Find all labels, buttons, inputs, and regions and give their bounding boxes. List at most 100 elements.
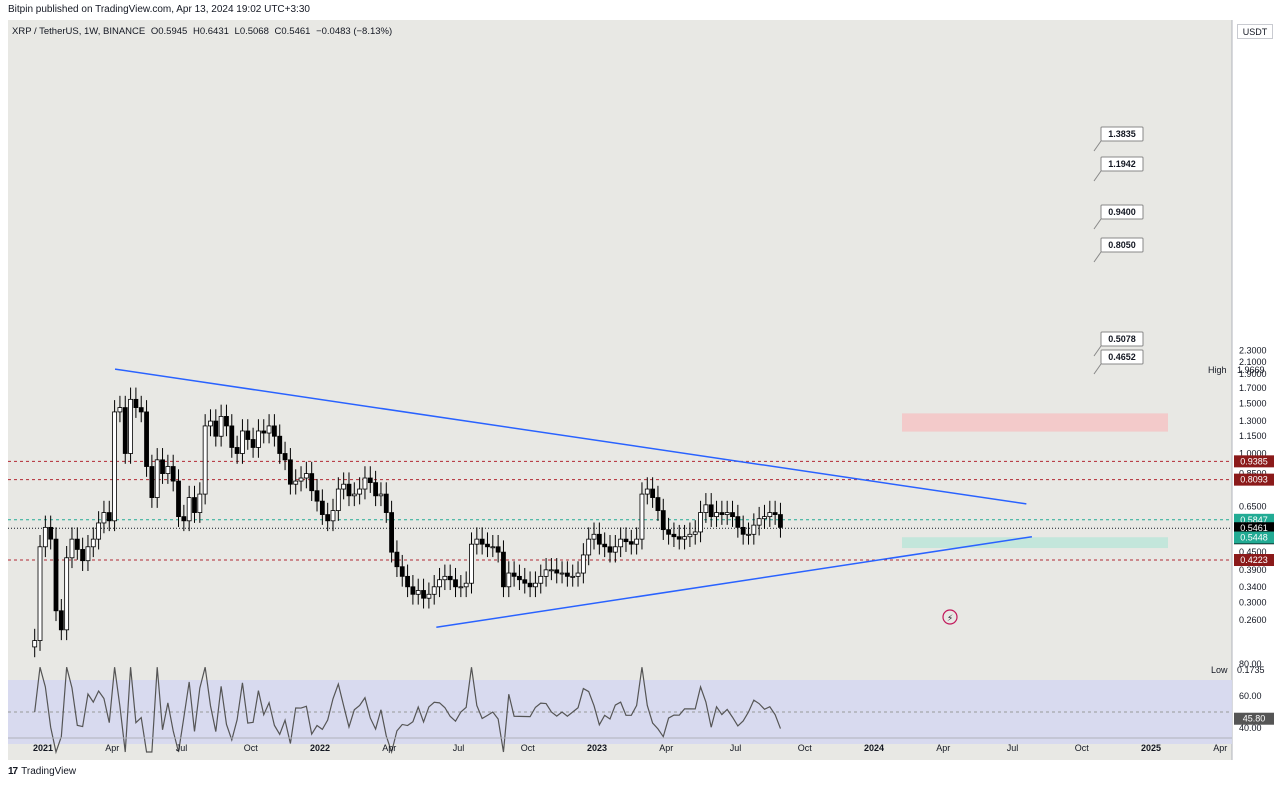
candle-body xyxy=(772,512,778,515)
callout-value: 1.3835 xyxy=(1108,129,1136,139)
symbol-name: XRP / TetherUS, 1W, BINANCE xyxy=(12,26,146,37)
time-tick-label: Apr xyxy=(1213,743,1227,753)
time-tick-label: Jul xyxy=(453,743,465,753)
time-tick-label: Oct xyxy=(244,743,259,753)
candle-body xyxy=(112,411,117,522)
time-tick-label: Apr xyxy=(936,743,950,753)
candle-body xyxy=(287,459,293,485)
time-tick-label: Jul xyxy=(730,743,742,753)
time-tick-label: 2024 xyxy=(864,743,884,753)
callout-pointer xyxy=(1093,218,1102,230)
candle-body xyxy=(186,497,192,522)
callout-value: 0.5078 xyxy=(1108,334,1136,344)
candle-body xyxy=(160,459,165,474)
candle-body xyxy=(538,575,544,584)
lower-trendline xyxy=(436,535,1033,629)
candle-body xyxy=(144,411,149,467)
candle-body xyxy=(501,551,506,588)
candle-body xyxy=(533,582,538,588)
high-value: 1.9669 xyxy=(1237,365,1265,375)
candle-body xyxy=(735,516,741,528)
candle-body xyxy=(778,514,783,528)
candle-body xyxy=(383,493,389,513)
callout-value: 0.4652 xyxy=(1108,352,1136,362)
candle-body xyxy=(511,572,517,577)
candle-body xyxy=(623,538,629,543)
candle-body xyxy=(197,493,203,513)
price-tag-value: 0.4223 xyxy=(1240,555,1268,565)
candle-body xyxy=(149,466,155,498)
candle-body xyxy=(676,536,682,540)
candle-body xyxy=(80,549,86,562)
rsi-tick-label: 80.00 xyxy=(1239,659,1262,669)
candle-body xyxy=(314,490,320,502)
candle-body xyxy=(431,586,437,595)
candle-body xyxy=(367,477,373,484)
candle-body xyxy=(650,488,656,498)
time-tick-label: Apr xyxy=(105,743,119,753)
candle-body xyxy=(170,466,176,482)
candle-body xyxy=(42,526,48,548)
candle-body xyxy=(261,430,267,434)
candle-body xyxy=(234,447,240,454)
time-tick-label: 2025 xyxy=(1141,743,1161,753)
candle-body xyxy=(490,546,496,549)
ohlc-low: L0.5068 xyxy=(234,26,269,37)
candle-body xyxy=(437,579,442,588)
rsi-line xyxy=(34,667,782,755)
high-label: High xyxy=(1208,365,1227,375)
candle-body xyxy=(208,420,213,427)
candle-body xyxy=(117,407,123,413)
candle-body xyxy=(325,514,331,522)
candle-body xyxy=(421,590,426,599)
candle-body xyxy=(341,483,347,490)
rsi-value-tag xyxy=(1234,712,1274,725)
candle-body xyxy=(335,488,341,511)
candle-body xyxy=(628,541,634,545)
time-tick-label: 2022 xyxy=(310,743,330,753)
currency-selector[interactable]: USDT xyxy=(1237,24,1273,39)
rsi-value: 45.80 xyxy=(1243,714,1266,724)
tradingview-logo-icon: 17 xyxy=(8,766,18,777)
callout-value: 1.1942 xyxy=(1108,159,1136,169)
candle-body xyxy=(575,572,581,577)
candle-body xyxy=(618,538,624,548)
candle-body xyxy=(373,482,379,497)
candle-body xyxy=(692,531,698,535)
candle-body xyxy=(277,435,283,454)
candle-body xyxy=(660,510,666,531)
candle-body xyxy=(250,439,256,448)
candle-body xyxy=(666,529,671,535)
candle-body xyxy=(202,425,208,495)
chart-area[interactable] xyxy=(8,20,1232,760)
candle-body xyxy=(442,575,448,581)
candle-body xyxy=(570,575,576,578)
candle-body xyxy=(213,420,219,437)
candle-body xyxy=(644,488,650,495)
candle-body xyxy=(165,466,171,474)
low-value: 0.1735 xyxy=(1237,665,1265,675)
candle-body xyxy=(655,497,661,511)
price-tick-label: 1.1500 xyxy=(1239,431,1267,441)
price-tick-label: 0.3400 xyxy=(1239,582,1267,592)
candle-body xyxy=(293,480,299,485)
tradingview-logo[interactable]: 17 TradingView xyxy=(8,766,76,777)
candle-body xyxy=(357,488,363,495)
candle-body xyxy=(426,593,432,599)
candle-body xyxy=(101,512,107,524)
candle-body xyxy=(719,512,725,515)
callout-box xyxy=(1100,126,1144,142)
candle-body xyxy=(218,416,224,437)
callout-pointer xyxy=(1093,140,1102,152)
ohlc-change: −0.0483 (−8.13%) xyxy=(316,26,393,37)
rsi-tick-label: 40.00 xyxy=(1239,723,1262,733)
candle-body xyxy=(389,512,394,553)
symbol-legend: XRP / TetherUS, 1W, BINANCE O0.5945 H0.6… xyxy=(12,26,395,37)
price-tick-label: 1.3000 xyxy=(1239,416,1267,426)
candle-body xyxy=(245,430,251,440)
candle-body xyxy=(346,483,352,497)
price-tag-bg xyxy=(1234,455,1274,468)
callout-value: 0.9400 xyxy=(1108,207,1136,217)
price-tag-value: 0.5448 xyxy=(1240,533,1268,543)
